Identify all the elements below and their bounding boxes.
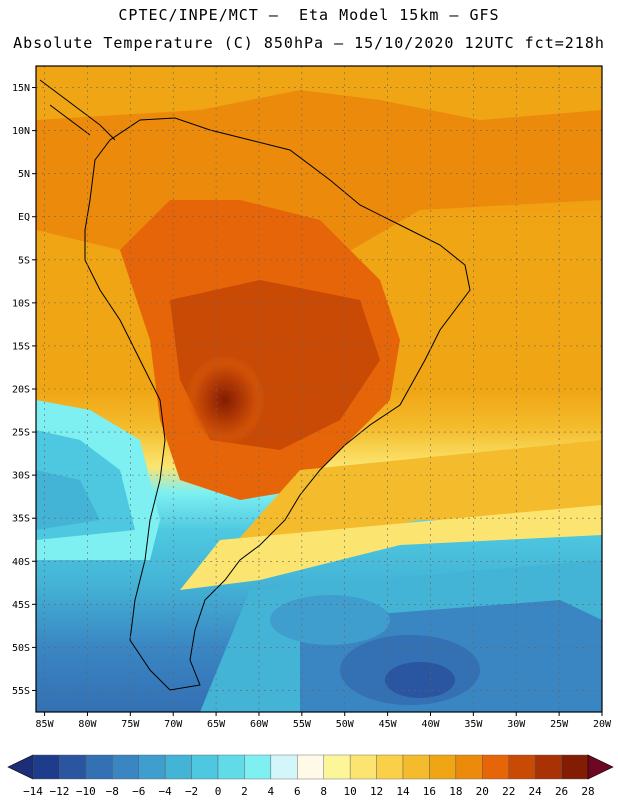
colorbar-label: 12 — [370, 785, 383, 798]
colorbar-label: −6 — [132, 785, 145, 798]
lat-label: 35S — [12, 514, 30, 525]
colorbar-label: 28 — [581, 785, 594, 798]
colorbar-box — [534, 754, 562, 780]
colorbar-box — [349, 754, 377, 780]
colorbar-box — [482, 754, 509, 780]
colorbar-box — [112, 754, 139, 780]
colorbar-box — [59, 754, 87, 780]
lat-label: 20S — [12, 385, 30, 396]
lon-label: 25W — [550, 719, 569, 730]
colorbar-over-arrow — [587, 754, 614, 780]
colorbar-label: 18 — [449, 785, 462, 798]
lat-label: 55S — [12, 686, 30, 697]
colorbar-box — [429, 754, 457, 780]
chart-title-line1: CPTEC/INPE/MCT – Eta Model 15km – GFS — [118, 6, 500, 24]
lon-label: 50W — [336, 719, 355, 730]
lat-label: 15N — [12, 83, 30, 94]
colorbar-box — [561, 754, 589, 780]
colorbar-box — [32, 754, 60, 780]
colorbar-label: −4 — [159, 785, 173, 798]
lon-label: 70W — [164, 719, 183, 730]
colorbar-box — [217, 754, 245, 780]
lat-label: 10S — [12, 298, 30, 309]
south-america-coastline — [84, 117, 471, 691]
lat-label: EQ — [18, 212, 30, 223]
colorbar-label: 16 — [423, 785, 436, 798]
colorbar-box — [85, 754, 113, 780]
lat-label: 30S — [12, 471, 30, 482]
colorbar-under-arrow — [7, 754, 34, 780]
longitude-labels: 85W 80W 75W 70W 65W 60W 55W 50W 45W 40W 35W 30W 25W 2… — [36, 719, 612, 730]
colorbar-label: 6 — [294, 785, 301, 798]
colorbar-label: 26 — [555, 785, 568, 798]
colorbar-box — [376, 754, 404, 780]
colorbar-label: 22 — [502, 785, 515, 798]
lon-label: 60W — [250, 719, 269, 730]
latitude-labels: 15N 10N 5N EQ 5S 10S 15S 20S 25S 30S 35S 40S 45S 50S 5… — [12, 83, 30, 697]
central-america-coastline — [39, 79, 116, 141]
colorbar-box — [455, 754, 483, 780]
colorbar-label: 14 — [396, 785, 410, 798]
lat-label: 10N — [12, 126, 30, 137]
colorbar-box — [244, 754, 272, 780]
colorbar-label: −14 — [23, 785, 43, 798]
colorbar-box — [270, 754, 298, 780]
lat-label: 50S — [12, 643, 30, 654]
colorbar-box — [508, 754, 536, 780]
colorbar-box — [138, 754, 166, 780]
lon-label: 45W — [379, 719, 398, 730]
colorbar-label: 4 — [268, 785, 275, 798]
colorbar-label: −10 — [76, 785, 96, 798]
map-frame — [35, 65, 603, 713]
lat-label: 45S — [12, 600, 30, 611]
colorbar-label: 20 — [476, 785, 489, 798]
chart-title-line2: Absolute Temperature (C) 850hPa – 15/10/… — [13, 34, 605, 52]
lat-label: 15S — [12, 341, 30, 352]
lat-label: 40S — [12, 557, 30, 568]
lat-label: 25S — [12, 428, 30, 439]
colorbar-label: −12 — [49, 785, 69, 798]
colorbar-label: 24 — [529, 785, 543, 798]
lon-label: 40W — [421, 719, 440, 730]
lat-label: 5S — [18, 255, 30, 266]
colorbar-box — [297, 754, 324, 780]
colorbar-label: 0 — [215, 785, 222, 798]
lon-label: 30W — [507, 719, 526, 730]
lat-label: 5N — [18, 169, 30, 180]
lon-label: 20W — [593, 719, 612, 730]
lon-label: 80W — [78, 719, 97, 730]
grid-lines — [32, 66, 603, 716]
colorbar-box — [191, 754, 219, 780]
lon-label: 35W — [464, 719, 483, 730]
lon-label: 75W — [121, 719, 140, 730]
colorbar-label: 8 — [320, 785, 327, 798]
lon-label: 65W — [207, 719, 226, 730]
colorbar-box — [164, 754, 192, 780]
colorbar-label: 10 — [344, 785, 357, 798]
colorbar-label: −8 — [106, 785, 119, 798]
colorbar-label: −2 — [185, 785, 198, 798]
lon-label: 55W — [293, 719, 312, 730]
colorbar-label: 2 — [241, 785, 248, 798]
colorbar-box — [323, 754, 351, 780]
lon-label: 85W — [36, 719, 55, 730]
colorbar-box — [402, 754, 430, 780]
